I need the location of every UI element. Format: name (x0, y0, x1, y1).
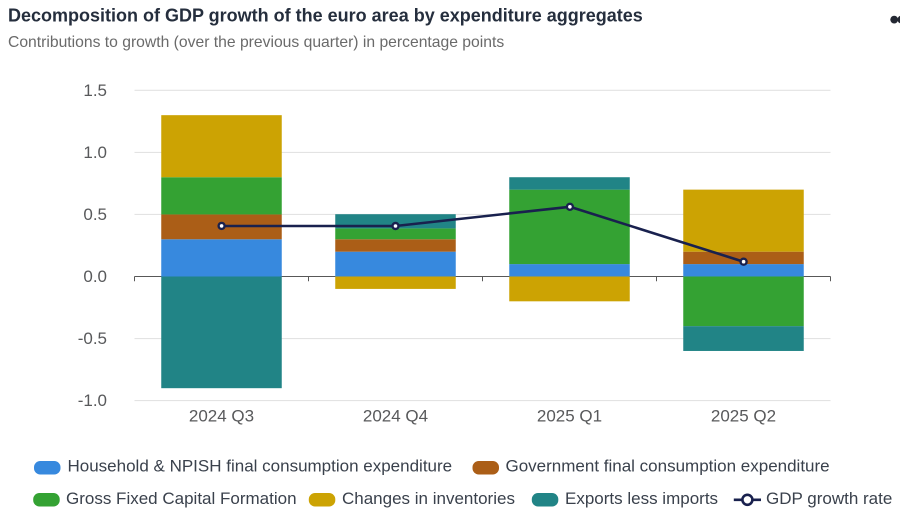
svg-text:2025 Q2: 2025 Q2 (711, 407, 776, 426)
svg-text:Decomposition of GDP growth of: Decomposition of GDP growth of the euro … (8, 6, 643, 26)
svg-text:0.5: 0.5 (83, 205, 107, 224)
svg-text:Gross Fixed Capital Formation: Gross Fixed Capital Formation (66, 489, 297, 508)
svg-text:Government final consumption e: Government final consumption expenditure (506, 456, 830, 475)
svg-text:2024 Q4: 2024 Q4 (363, 407, 428, 426)
svg-text:0.0: 0.0 (83, 267, 107, 286)
svg-text:1.5: 1.5 (83, 81, 107, 100)
svg-text:Contributions to growth (over: Contributions to growth (over the previo… (8, 34, 504, 51)
svg-text:2024 Q3: 2024 Q3 (189, 407, 254, 426)
svg-text:-0.5: -0.5 (78, 329, 107, 348)
svg-text:-1.0: -1.0 (78, 391, 107, 410)
svg-text:2025 Q1: 2025 Q1 (537, 407, 602, 426)
svg-text:Exports less imports: Exports less imports (565, 489, 718, 508)
svg-text:Household & NPISH final consum: Household & NPISH final consumption expe… (68, 456, 453, 475)
svg-text:GDP growth rate: GDP growth rate (766, 489, 892, 508)
svg-text:1.0: 1.0 (83, 143, 107, 162)
svg-text:Changes in inventories: Changes in inventories (342, 489, 515, 508)
